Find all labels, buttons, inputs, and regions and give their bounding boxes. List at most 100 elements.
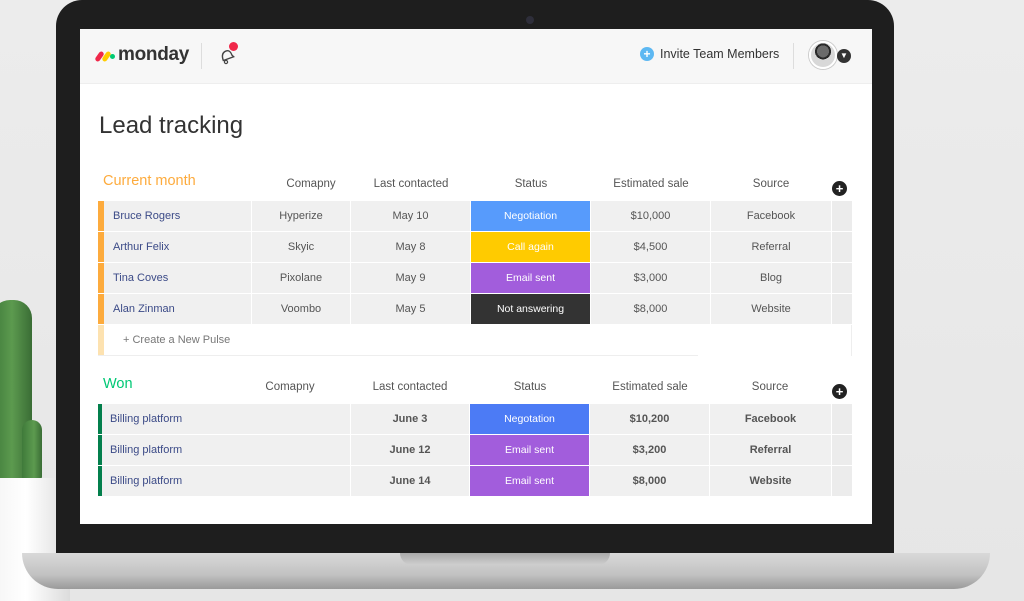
group-won: Won Comapny Last contacted Status Estima…: [98, 364, 852, 497]
status-badge[interactable]: Negotation: [470, 404, 589, 434]
topbar-divider: [201, 43, 202, 69]
column-header-last-contacted[interactable]: Last contacted: [372, 381, 448, 393]
column-header-estimated-sale[interactable]: Estimated sale: [613, 178, 689, 190]
company-cell[interactable]: Pixolane: [252, 263, 350, 293]
date-cell[interactable]: May 9: [351, 263, 470, 293]
pulse-name[interactable]: Bruce Rogers: [98, 201, 251, 231]
invite-label: Invite Team Members: [660, 47, 780, 61]
group-color-bar: [98, 263, 104, 293]
group-color-bar: [98, 232, 104, 262]
date-cell[interactable]: May 10: [351, 201, 470, 231]
source-cell[interactable]: Facebook: [710, 404, 831, 434]
pulse-name[interactable]: Alan Zinman: [98, 294, 251, 324]
status-badge[interactable]: Call again: [471, 232, 590, 262]
status-badge[interactable]: Email sent: [470, 466, 589, 496]
table-row[interactable]: Billing platform June 14 Email sent $8,0…: [98, 466, 852, 497]
page-title: Lead tracking: [99, 112, 244, 139]
column-header-company[interactable]: Comapny: [286, 178, 336, 190]
estimated-sale-cell[interactable]: $4,500: [591, 232, 710, 262]
row-tail: [832, 201, 852, 231]
user-avatar[interactable]: [809, 41, 837, 69]
top-bar: monday + Invite Team Members ▼: [80, 29, 872, 84]
date-cell[interactable]: June 12: [351, 435, 469, 465]
pulse-name[interactable]: Arthur Felix: [98, 232, 251, 262]
group-current-month: Current month Comapny Last contacted Sta…: [98, 161, 852, 356]
group-header: Current month Comapny Last contacted Sta…: [98, 161, 852, 201]
source-cell[interactable]: Referral: [710, 435, 831, 465]
group-color-bar: [98, 325, 104, 355]
date-cell[interactable]: June 14: [351, 466, 469, 496]
company-cell[interactable]: Skyic: [252, 232, 350, 262]
estimated-sale-cell[interactable]: $8,000: [591, 294, 710, 324]
chevron-down-icon[interactable]: ▼: [837, 49, 851, 63]
pulse-name[interactable]: Billing platform: [98, 404, 350, 434]
logo-text: monday: [118, 44, 190, 65]
company-cell[interactable]: Voombo: [252, 294, 350, 324]
row-divider: [98, 355, 698, 356]
plus-circle-icon: +: [640, 47, 654, 61]
pulse-name[interactable]: Billing platform: [98, 435, 350, 465]
column-header-status[interactable]: Status: [513, 381, 547, 393]
estimated-sale-cell[interactable]: $3,200: [590, 435, 709, 465]
row-tail: [832, 294, 852, 324]
group-color-bar: [98, 435, 102, 465]
column-header-last-contacted[interactable]: Last contacted: [373, 178, 449, 190]
pulse-name[interactable]: Tina Coves: [98, 263, 251, 293]
row-tail: [832, 404, 852, 434]
table-row[interactable]: Tina Coves Pixolane May 9 Email sent $3,…: [98, 263, 852, 294]
column-header-estimated-sale[interactable]: Estimated sale: [612, 381, 688, 393]
group-header: Won Comapny Last contacted Status Estima…: [98, 364, 852, 404]
source-cell[interactable]: Facebook: [711, 201, 831, 231]
table-row[interactable]: Bruce Rogers Hyperize May 10 Negotiation…: [98, 201, 852, 232]
table-row[interactable]: Alan Zinman Voombo May 5 Not answering $…: [98, 294, 852, 325]
estimated-sale-cell[interactable]: $10,200: [590, 404, 709, 434]
row-tail: [832, 466, 852, 496]
source-cell[interactable]: Referral: [711, 232, 831, 262]
row-tail: [832, 232, 852, 262]
status-badge[interactable]: Not answering: [471, 294, 590, 324]
table-row[interactable]: Arthur Felix Skyic May 8 Call again $4,5…: [98, 232, 852, 263]
source-cell[interactable]: Website: [710, 466, 831, 496]
estimated-sale-cell[interactable]: $10,000: [591, 201, 710, 231]
column-header-status[interactable]: Status: [514, 178, 548, 190]
group-color-bar: [98, 294, 104, 324]
notification-dot: [229, 42, 238, 51]
source-cell[interactable]: Website: [711, 294, 831, 324]
row-tail: [832, 435, 852, 465]
column-header-source[interactable]: Source: [752, 178, 790, 190]
create-pulse-input[interactable]: + Create a New Pulse: [123, 334, 231, 346]
status-badge[interactable]: Email sent: [471, 263, 590, 293]
monday-logo[interactable]: monday: [94, 44, 190, 66]
cactus-arm: [22, 420, 42, 480]
column-header-source[interactable]: Source: [751, 381, 789, 393]
status-badge[interactable]: Email sent: [470, 435, 589, 465]
source-cell[interactable]: Blog: [711, 263, 831, 293]
create-pulse-row[interactable]: + Create a New Pulse: [98, 325, 852, 356]
estimated-sale-cell[interactable]: $8,000: [590, 466, 709, 496]
date-cell[interactable]: May 5: [351, 294, 470, 324]
logo-mark-icon: [94, 48, 116, 63]
add-column-icon[interactable]: +: [832, 181, 847, 196]
table-row[interactable]: Billing platform June 12 Email sent $3,2…: [98, 435, 852, 466]
group-title[interactable]: Won: [103, 376, 133, 392]
column-header-company[interactable]: Comapny: [265, 381, 315, 393]
invite-team-button[interactable]: + Invite Team Members: [640, 47, 779, 61]
estimated-sale-cell[interactable]: $3,000: [591, 263, 710, 293]
company-cell[interactable]: Hyperize: [252, 201, 350, 231]
add-column-icon[interactable]: +: [832, 384, 847, 399]
row-tail: [832, 263, 852, 293]
laptop-notch: [400, 553, 610, 565]
group-color-bar: [98, 201, 104, 231]
topbar-divider: [793, 43, 794, 69]
table-row[interactable]: Billing platform June 3 Negotation $10,2…: [98, 404, 852, 435]
status-badge[interactable]: Negotiation: [471, 201, 590, 231]
group-title[interactable]: Current month: [103, 173, 196, 189]
date-cell[interactable]: May 8: [351, 232, 470, 262]
webcam: [526, 16, 534, 24]
date-cell[interactable]: June 3: [351, 404, 469, 434]
notifications-bell-icon[interactable]: [217, 46, 237, 66]
group-color-bar: [98, 404, 102, 434]
group-color-bar: [98, 466, 102, 496]
app-screen: monday + Invite Team Members ▼ Lead trac…: [80, 29, 872, 524]
pulse-name[interactable]: Billing platform: [98, 466, 350, 496]
